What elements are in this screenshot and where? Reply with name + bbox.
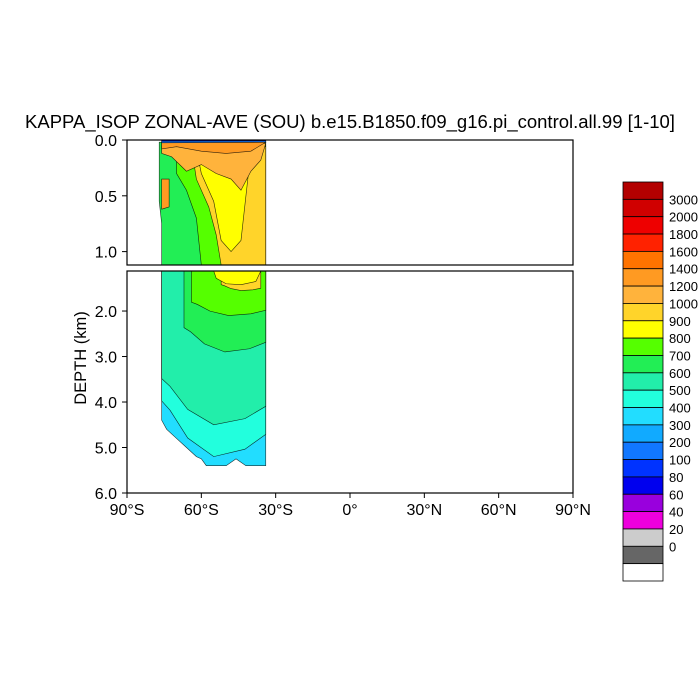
colorbar-label: 1800 xyxy=(669,227,698,242)
lower-contour-fill xyxy=(161,271,267,467)
colorbar-label: 600 xyxy=(669,366,691,381)
colorbar-label: 1000 xyxy=(669,296,698,311)
chart-title: KAPPA_ISOP ZONAL-AVE (SOU) b.e15.B1850.f… xyxy=(25,111,675,132)
colorbar-label: 2000 xyxy=(669,210,698,225)
y-axis-label: DEPTH (km) xyxy=(72,311,90,405)
colorbar-swatch xyxy=(622,250,664,270)
colorbar-swatch xyxy=(622,181,664,200)
colorbar-label: 400 xyxy=(669,401,691,416)
colorbar-swatch xyxy=(622,528,664,547)
colorbar-swatch xyxy=(622,198,664,218)
colorbar-label: 1600 xyxy=(669,244,698,259)
colorbar-label: 700 xyxy=(669,348,691,363)
x-tick-label: 30°N xyxy=(406,502,442,519)
y-tick-label: 0.5 xyxy=(95,189,117,206)
colorbar-label: 20 xyxy=(669,522,683,537)
upper-panel: 0.0 0.5 1.0 xyxy=(95,133,574,266)
colorbar-swatch xyxy=(622,459,664,478)
upper-y-axis: 0.0 0.5 1.0 xyxy=(95,133,127,262)
y-tick-label: 3.0 xyxy=(95,350,117,367)
colorbar-swatch xyxy=(622,389,664,408)
colorbar-label: 3000 xyxy=(669,192,698,207)
x-tick-label: 30°S xyxy=(258,502,293,519)
lower-y-axis: 2.0 3.0 4.0 5.0 6.0 xyxy=(95,304,127,503)
y-tick-label: 1.0 xyxy=(95,245,117,262)
x-tick-label: 0° xyxy=(342,502,357,519)
band-1200-edge xyxy=(161,178,170,210)
band-1200 xyxy=(161,141,267,154)
y-tick-label: 0.0 xyxy=(95,133,117,150)
colorbar-label: 60 xyxy=(669,487,683,502)
colorbar-swatch xyxy=(622,424,664,443)
colorbar-label: 200 xyxy=(669,435,691,450)
x-tick-label: 90°S xyxy=(110,502,145,519)
colorbar-label: 40 xyxy=(669,505,683,520)
y-tick-label: 4.0 xyxy=(95,395,117,412)
colorbar-swatch xyxy=(622,216,664,235)
colorbar-label: 80 xyxy=(669,470,683,485)
colorbar-swatch xyxy=(622,563,664,582)
colorbar-swatch xyxy=(622,407,664,426)
colorbar-swatch xyxy=(622,511,664,530)
y-tick-label: 2.0 xyxy=(95,304,117,321)
y-tick-label: 5.0 xyxy=(95,441,117,458)
band-1000 xyxy=(161,143,267,191)
colorbar-label: 300 xyxy=(669,418,691,433)
colorbar-label: 900 xyxy=(669,314,691,329)
colorbar-swatch xyxy=(622,320,664,339)
colorbar-swatch xyxy=(622,303,664,322)
upper-contour-fill xyxy=(158,140,267,265)
colorbar-label: 1200 xyxy=(669,279,698,294)
x-tick-label: 90°N xyxy=(555,502,591,519)
y-tick-label: 6.0 xyxy=(95,486,117,503)
colorbar-swatch xyxy=(622,285,664,304)
colorbar-swatch xyxy=(622,233,664,252)
colorbar: 3000200018001600140012001000900800700600… xyxy=(622,181,698,582)
colorbar-swatch xyxy=(622,355,664,374)
colorbar-swatch xyxy=(622,441,664,460)
x-tick-label: 60°N xyxy=(481,502,517,519)
colorbar-swatch xyxy=(622,372,664,391)
lower-panel: 2.03.04.05.06.0 90°S 60°S 30°S 0° 30°N 60°N 90… xyxy=(95,270,591,519)
colorbar-swatch xyxy=(622,476,664,495)
colorbar-swatch xyxy=(622,493,664,513)
x-tick-label: 60°S xyxy=(184,502,219,519)
band-900-lower xyxy=(213,271,262,285)
colorbar-label: 500 xyxy=(669,383,691,398)
colorbar-swatch xyxy=(622,545,664,565)
colorbar-swatch xyxy=(622,337,664,356)
colorbar-label: 100 xyxy=(669,453,691,468)
colorbar-swatch xyxy=(622,268,664,287)
x-axis: 90°S 60°S 30°S 0° 30°N 60°N 90°N xyxy=(110,493,591,519)
colorbar-label: 1400 xyxy=(669,262,698,277)
colorbar-label: 0 xyxy=(669,539,676,554)
colorbar-label: 800 xyxy=(669,331,691,346)
upper-panel-frame xyxy=(126,139,574,266)
